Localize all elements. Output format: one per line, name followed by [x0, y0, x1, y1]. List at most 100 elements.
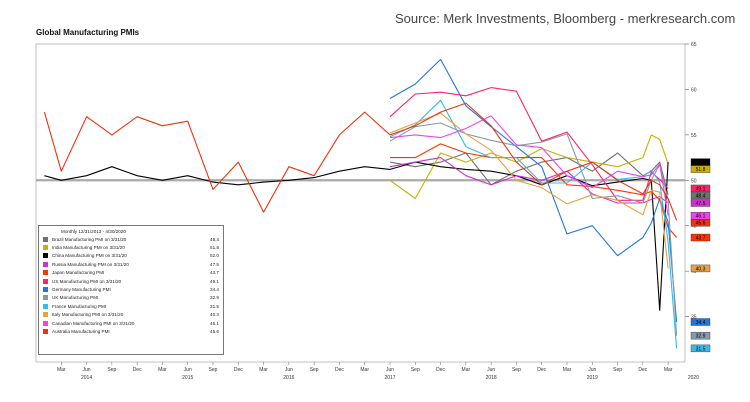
chart-legend: Monthly 12/31/2013 - 4/30/2020 Brazil Ma… [38, 225, 224, 355]
end-value-label-10: 40.3 [690, 264, 711, 272]
chart-title: Global Manufacturing PMIs [36, 28, 140, 37]
series-line-3 [44, 161, 669, 311]
legend-swatch-3 [43, 253, 48, 259]
legend-swatch-9 [43, 303, 48, 309]
y-tick-label-4: 50 [691, 178, 697, 184]
legend-label-8: UK Manufacturing PMI [52, 295, 99, 301]
legend-value-12: 45.6 [210, 328, 219, 334]
x-tick-label-11: Sep [310, 367, 319, 373]
x-year-label-2: 2015 [182, 375, 193, 381]
source-note: Source: Merk Investments, Bloomberg - me… [395, 11, 736, 26]
y-tick-label-3: 55 [691, 133, 697, 139]
x-tick-label-13: Mar [360, 367, 369, 373]
x-tick-label-1: Mar [57, 367, 66, 373]
legend-item-10: Italy Manufacturing PMI on 3/31/20 40.3 [43, 311, 219, 319]
legend-value-5: 43.7 [210, 270, 219, 276]
x-tick-label-18: Jun [487, 367, 495, 373]
end-value-label-9: 31.5 [690, 344, 711, 352]
x-tick-label-21: Mar [563, 367, 572, 373]
x-tick-label-23: Sep [613, 367, 622, 373]
series-line-11 [389, 115, 669, 216]
legend-label-4: Russia Manufacturing PMI on 3/31/20 [52, 261, 129, 267]
x-tick-label-14: Jun [386, 367, 394, 373]
end-value-label-5: 43.7 [690, 233, 711, 242]
end-value-label-12: 45.6 [690, 219, 711, 227]
legend-label-2: India Manufacturing PMI on 3/31/20 [52, 245, 125, 251]
legend-swatch-5 [43, 270, 48, 276]
legend-label-6: US Manufacturing PMI on 3/31/20 [52, 278, 122, 284]
legend-swatch-12 [43, 328, 48, 334]
y-tick-label-5: 45 [691, 224, 697, 230]
x-tick-label-10: Jun [285, 367, 293, 373]
end-value-label-7: 34.4 [690, 318, 711, 326]
end-value-label-3: 52.0 [690, 158, 711, 166]
x-year-label-4: 2017 [384, 375, 395, 381]
legend-item-9: France Manufacturing PMI 31.5 [43, 302, 219, 310]
x-tick-label-22: Jun [588, 367, 596, 373]
legend-item-2: India Manufacturing PMI on 3/31/20 51.8 [43, 243, 219, 251]
legend-item-8: UK Manufacturing PMI 32.9 [43, 294, 219, 302]
x-tick-label-5: Mar [158, 367, 167, 373]
legend-value-7: 34.4 [210, 287, 219, 293]
series-line-8 [389, 122, 678, 336]
legend-swatch-2 [43, 245, 48, 251]
y-tick-label-6: 40 [691, 269, 697, 275]
series-line-9 [389, 99, 678, 349]
legend-swatch-1 [43, 236, 48, 242]
x-tick-label-25: Mar [664, 367, 673, 373]
legend-label-10: Italy Manufacturing PMI on 3/31/20 [52, 312, 124, 318]
x-tick-label-6: Jun [184, 367, 192, 373]
legend-value-8: 32.9 [210, 295, 219, 301]
svg-text:52.0: 52.0 [696, 160, 706, 166]
svg-text:48.4: 48.4 [696, 193, 706, 199]
legend-label-7: Germany Manufacturing PMI [52, 287, 111, 293]
legend-swatch-11 [43, 320, 48, 326]
x-tick-label-4: Dec [133, 367, 142, 373]
legend-label-11: Canadian Manufacturing PMI on 3/31/20 [52, 320, 135, 326]
legend-header: Monthly 12/31/2013 - 4/30/2020 [61, 229, 126, 234]
legend-item-11: Canadian Manufacturing PMI on 3/31/20 46.… [43, 319, 219, 327]
legend-label-3: China Manufacturing PMI on 3/31/20 [52, 253, 127, 259]
end-value-label-11: 46.1 [690, 212, 711, 220]
svg-text:46.1: 46.1 [696, 214, 706, 220]
x-tick-label-9: Mar [259, 367, 268, 373]
x-year-label-5: 2018 [486, 375, 497, 381]
x-tick-label-8: Dec [234, 367, 243, 373]
legend-value-11: 46.1 [210, 320, 219, 326]
legend-item-6: US Manufacturing PMI on 3/31/20 49.1 [43, 277, 219, 285]
legend-value-10: 40.3 [210, 312, 219, 318]
legend-label-5: Japan Manufacturing PMI [52, 270, 105, 276]
x-tick-label-16: Dec [436, 367, 445, 373]
x-tick-label-17: Mar [462, 367, 471, 373]
svg-text:45.6: 45.6 [696, 221, 706, 227]
x-year-label-3: 2016 [283, 375, 294, 381]
legend-swatch-7 [43, 287, 48, 293]
end-value-label-6: 49.1 [690, 184, 711, 192]
legend-swatch-6 [43, 278, 48, 284]
end-value-label-2: 51.8 [690, 165, 711, 173]
legend-swatch-8 [43, 295, 48, 301]
legend-value-4: 47.5 [210, 261, 219, 267]
legend-item-12: Australia Manufacturing PMI 45.6 [43, 327, 219, 335]
x-tick-label-20: Dec [537, 367, 546, 373]
svg-text:32.9: 32.9 [696, 334, 706, 340]
legend-value-3: 52.0 [210, 253, 219, 259]
y-tick-label-2: 60 [691, 87, 697, 93]
series-line-5 [390, 143, 678, 238]
plot-area [35, 43, 686, 363]
series-line-2 [389, 134, 669, 200]
legend-value-9: 31.5 [210, 303, 219, 309]
svg-text:31.5: 31.5 [696, 346, 706, 352]
x-tick-label-12: Dec [335, 367, 344, 373]
legend-value-2: 51.8 [210, 245, 219, 251]
svg-text:49.1: 49.1 [696, 186, 706, 192]
end-value-label-4: 47.5 [690, 199, 711, 207]
legend-label-12: Australia Manufacturing PMI [52, 328, 110, 334]
legend-swatch-10 [43, 312, 48, 318]
y-tick-label-1: 65 [691, 42, 697, 48]
x-year-label-1: 2014 [81, 375, 92, 381]
legend-item-7: Germany Manufacturing PMI 34.4 [43, 285, 219, 293]
legend-label-9: France Manufacturing PMI [52, 303, 107, 309]
end-value-label-8: 32.9 [690, 331, 711, 340]
